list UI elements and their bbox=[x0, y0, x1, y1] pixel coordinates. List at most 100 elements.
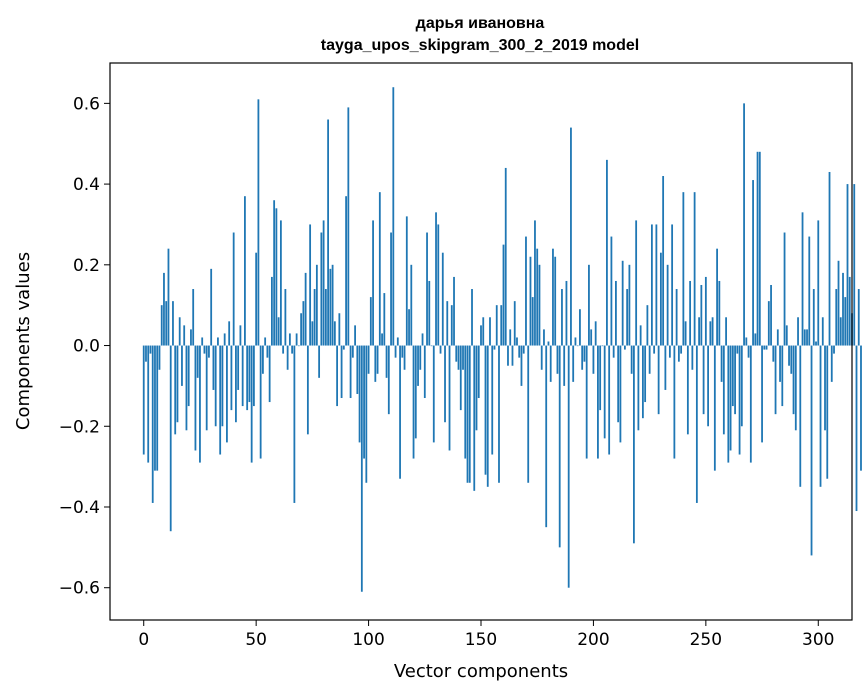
bar bbox=[740, 345, 743, 427]
bar bbox=[486, 345, 489, 487]
bar bbox=[484, 345, 487, 475]
bar bbox=[689, 280, 692, 346]
bar bbox=[374, 345, 377, 382]
bar bbox=[630, 345, 633, 374]
bar bbox=[637, 345, 640, 431]
bar bbox=[745, 337, 748, 346]
bar bbox=[448, 345, 451, 451]
bar bbox=[149, 345, 152, 354]
bar bbox=[828, 171, 831, 346]
bar bbox=[367, 345, 370, 374]
bar bbox=[394, 345, 397, 358]
bar bbox=[729, 345, 732, 451]
bar bbox=[648, 345, 651, 374]
bar bbox=[257, 99, 260, 346]
bar bbox=[722, 345, 725, 435]
bar bbox=[387, 345, 390, 415]
bar bbox=[147, 345, 150, 463]
bar bbox=[615, 280, 617, 346]
bar bbox=[709, 321, 712, 346]
bar bbox=[163, 272, 165, 346]
bar bbox=[788, 345, 790, 366]
bar bbox=[309, 224, 312, 346]
bar bbox=[565, 280, 568, 346]
bar bbox=[196, 345, 199, 378]
bar bbox=[223, 333, 226, 346]
bar bbox=[734, 345, 736, 415]
bar bbox=[255, 252, 258, 346]
bar bbox=[504, 167, 507, 346]
bar bbox=[414, 345, 417, 439]
bar bbox=[747, 345, 750, 358]
bar bbox=[603, 345, 606, 439]
bar bbox=[205, 345, 208, 431]
bar bbox=[421, 333, 424, 346]
bar bbox=[698, 317, 700, 346]
bar bbox=[300, 313, 303, 346]
bar bbox=[392, 87, 395, 346]
bar bbox=[583, 345, 586, 362]
bar bbox=[765, 345, 768, 350]
bar bbox=[464, 345, 467, 459]
bar bbox=[581, 345, 584, 370]
bar bbox=[797, 317, 799, 346]
bar bbox=[306, 345, 309, 435]
bar bbox=[212, 345, 215, 390]
bar bbox=[716, 248, 718, 346]
bar bbox=[201, 337, 204, 346]
bar bbox=[606, 159, 608, 346]
bar bbox=[293, 345, 296, 503]
bar bbox=[790, 345, 793, 374]
bar bbox=[457, 345, 460, 370]
bar bbox=[781, 345, 784, 407]
bar bbox=[320, 232, 323, 346]
bar bbox=[482, 317, 485, 346]
bar bbox=[520, 345, 523, 386]
bar bbox=[165, 301, 168, 346]
bar bbox=[466, 345, 469, 483]
bar bbox=[446, 301, 449, 346]
bar bbox=[169, 345, 172, 532]
bar bbox=[693, 192, 696, 346]
x-tick-label: 50 bbox=[245, 630, 267, 650]
bar bbox=[444, 345, 446, 423]
bar bbox=[383, 293, 386, 346]
bar bbox=[385, 345, 388, 378]
bar bbox=[848, 276, 851, 346]
bar bbox=[772, 345, 775, 362]
bar bbox=[264, 337, 267, 346]
bar bbox=[230, 345, 233, 411]
bar bbox=[491, 345, 494, 455]
x-tick-label: 0 bbox=[138, 630, 149, 650]
bar bbox=[248, 345, 251, 403]
bar bbox=[628, 264, 631, 346]
bar bbox=[585, 345, 588, 459]
bar bbox=[522, 345, 525, 354]
bar bbox=[176, 345, 179, 423]
bar bbox=[594, 321, 597, 346]
bar bbox=[671, 224, 674, 346]
bar bbox=[208, 345, 210, 358]
bar bbox=[354, 325, 356, 346]
bar bbox=[806, 329, 808, 346]
bar bbox=[738, 345, 741, 455]
bar bbox=[743, 103, 745, 346]
y-tick-label: 0.2 bbox=[73, 256, 100, 276]
bar bbox=[695, 345, 698, 503]
bar bbox=[727, 345, 730, 463]
bar bbox=[378, 192, 381, 346]
bar bbox=[619, 345, 622, 443]
bar bbox=[531, 297, 534, 346]
x-tick-label: 250 bbox=[690, 630, 722, 650]
bar bbox=[167, 248, 170, 346]
bar bbox=[439, 345, 442, 354]
x-tick-label: 200 bbox=[577, 630, 609, 650]
bar bbox=[731, 345, 734, 407]
bar bbox=[412, 345, 415, 459]
y-tick-label: 0.0 bbox=[73, 337, 100, 357]
bar bbox=[509, 329, 512, 346]
bar bbox=[154, 345, 156, 471]
bar bbox=[291, 345, 294, 354]
bar bbox=[396, 337, 399, 346]
